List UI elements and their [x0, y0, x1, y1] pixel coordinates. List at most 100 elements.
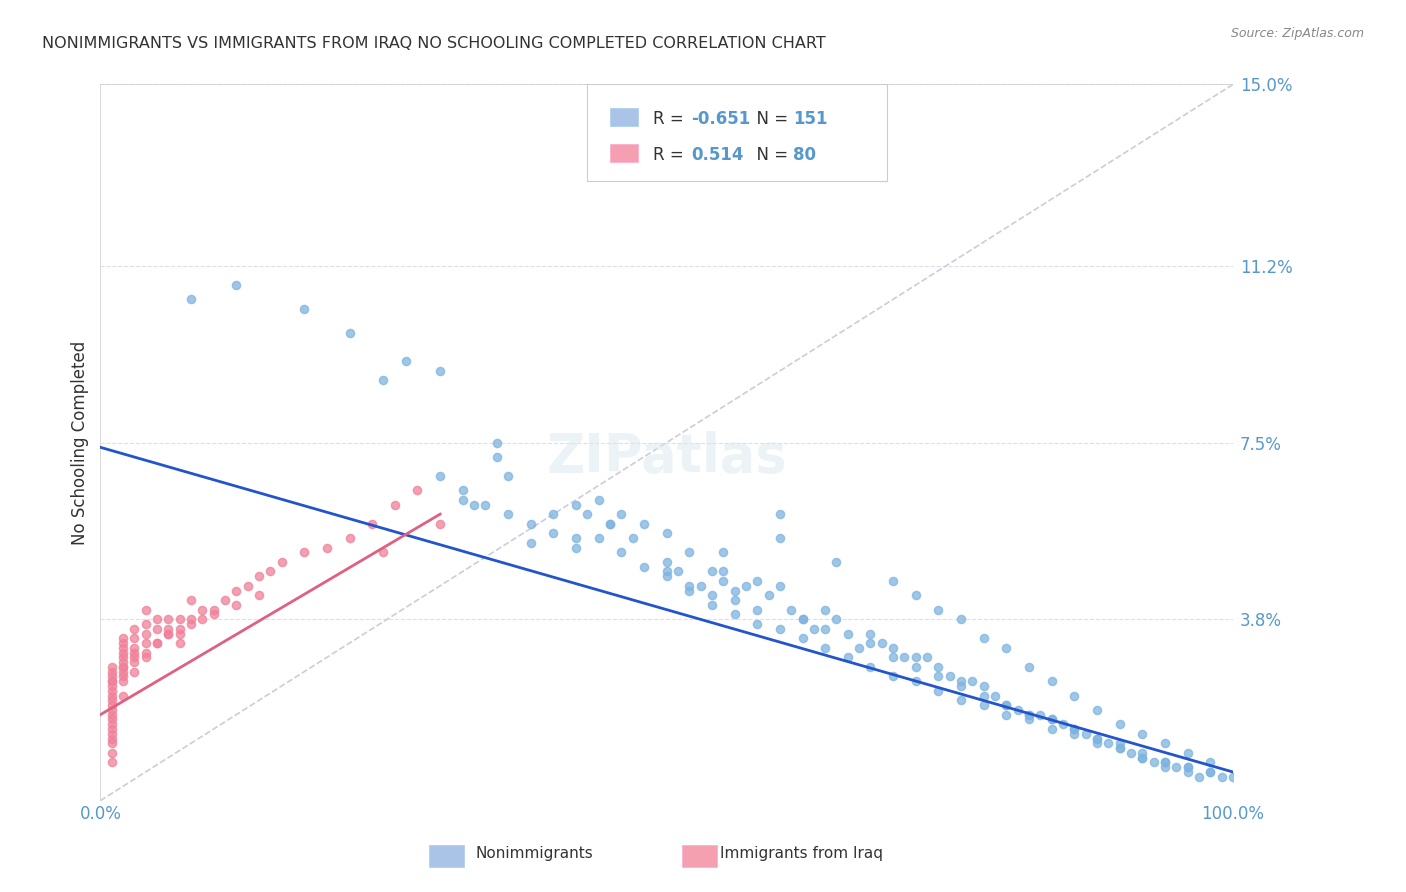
Point: [111, 669, 134, 683]
Point: [848, 640, 870, 655]
Point: [700, 598, 723, 612]
Point: [814, 640, 837, 655]
Point: [588, 531, 610, 545]
Point: [1018, 713, 1040, 727]
Point: [1188, 770, 1211, 784]
Point: [859, 626, 882, 640]
Point: [100, 674, 122, 689]
Point: [1063, 722, 1085, 736]
Point: [146, 622, 169, 636]
Point: [111, 660, 134, 674]
Point: [519, 536, 541, 550]
Point: [169, 636, 191, 650]
Point: [1040, 674, 1063, 689]
Point: [247, 569, 270, 583]
Point: [1142, 756, 1164, 770]
Point: [1063, 722, 1085, 736]
Point: [100, 660, 122, 674]
Point: [100, 756, 122, 770]
Point: [938, 669, 960, 683]
Point: [610, 545, 633, 559]
Point: [100, 727, 122, 741]
Point: [678, 579, 700, 593]
Point: [711, 574, 734, 588]
Text: Immigrants from Iraq: Immigrants from Iraq: [720, 846, 883, 861]
Point: [1130, 727, 1153, 741]
Point: [429, 364, 451, 378]
Point: [1108, 717, 1130, 731]
Point: [202, 602, 225, 616]
Point: [803, 622, 825, 636]
Point: [100, 683, 122, 698]
Point: [995, 698, 1018, 713]
Point: [711, 565, 734, 579]
Point: [1177, 760, 1199, 774]
Point: [169, 622, 191, 636]
Point: [124, 646, 146, 660]
Point: [882, 640, 904, 655]
Point: [747, 574, 769, 588]
Text: ZIPatlas: ZIPatlas: [547, 431, 787, 483]
Point: [124, 655, 146, 669]
Point: [429, 516, 451, 531]
Point: [361, 516, 384, 531]
Point: [292, 545, 315, 559]
Point: [927, 669, 949, 683]
Point: [180, 612, 202, 626]
Point: [1085, 736, 1108, 750]
Point: [893, 650, 915, 665]
Point: [292, 301, 315, 316]
Point: [180, 617, 202, 632]
Point: [157, 622, 180, 636]
Point: [915, 650, 938, 665]
Point: [169, 612, 191, 626]
Point: [157, 612, 180, 626]
Point: [1154, 756, 1177, 770]
Point: [1063, 727, 1085, 741]
Point: [1040, 713, 1063, 727]
Point: [146, 636, 169, 650]
Point: [825, 555, 848, 569]
Point: [950, 674, 973, 689]
Point: [543, 526, 565, 541]
Point: [180, 293, 202, 307]
Point: [496, 469, 519, 483]
Point: [1018, 707, 1040, 722]
Point: [111, 689, 134, 703]
Point: [1007, 703, 1029, 717]
Text: 0.514: 0.514: [692, 145, 744, 163]
Point: [384, 498, 406, 512]
Point: [882, 669, 904, 683]
Point: [135, 602, 157, 616]
Point: [191, 612, 214, 626]
Point: [111, 646, 134, 660]
Point: [1085, 731, 1108, 746]
Point: [700, 588, 723, 602]
Point: [135, 650, 157, 665]
Point: [146, 612, 169, 626]
Point: [904, 588, 927, 602]
Point: [180, 593, 202, 607]
Point: [225, 583, 247, 598]
Point: [191, 602, 214, 616]
Point: [236, 579, 259, 593]
Text: R =: R =: [652, 145, 695, 163]
Point: [927, 602, 949, 616]
Point: [111, 632, 134, 646]
Point: [780, 602, 803, 616]
Point: [100, 689, 122, 703]
Point: [1018, 707, 1040, 722]
Point: [689, 579, 711, 593]
Point: [1108, 741, 1130, 756]
Point: [700, 565, 723, 579]
Point: [747, 602, 769, 616]
Point: [100, 674, 122, 689]
Text: R =: R =: [652, 110, 689, 128]
Point: [111, 665, 134, 679]
Point: [259, 565, 281, 579]
Point: [1222, 770, 1244, 784]
Point: [1177, 760, 1199, 774]
Point: [373, 545, 395, 559]
Point: [633, 559, 655, 574]
Point: [870, 636, 893, 650]
